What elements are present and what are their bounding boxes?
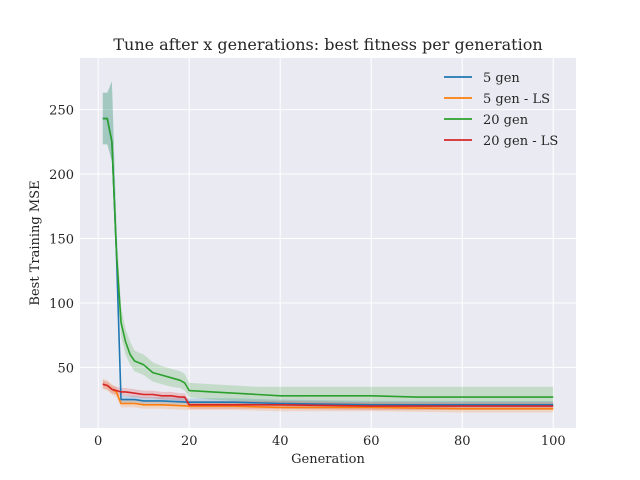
chart-title: Tune after x generations: best fitness p… — [113, 35, 542, 54]
series-line-2 — [102, 117, 554, 398]
legend: 5 gen 5 gen - LS 20 gen 20 gen - LS — [444, 71, 558, 149]
legend-label: 20 gen - LS — [483, 134, 558, 149]
legend-label: 5 gen — [483, 71, 520, 86]
legend-label: 5 gen - LS — [483, 92, 550, 107]
x-axis-label: Generation — [291, 452, 365, 467]
y-axis-ticks: 50 100 150 200 250 — [49, 104, 74, 377]
plot-area — [80, 58, 576, 428]
x-axis-ticks: 0 20 40 60 80 100 — [94, 434, 566, 449]
x-tick-label: 0 — [94, 434, 102, 449]
x-tick-label: 40 — [272, 434, 289, 449]
legend-label: 20 gen — [483, 113, 529, 128]
y-tick-label: 250 — [49, 104, 74, 119]
y-axis-label: Best Training MSE — [28, 180, 43, 305]
y-tick-label: 50 — [57, 361, 74, 376]
y-tick-label: 150 — [49, 232, 74, 247]
y-tick-label: 200 — [49, 168, 74, 183]
series-line-3 — [102, 383, 554, 407]
confidence-band-2 — [102, 81, 554, 405]
series-lines — [102, 117, 554, 410]
x-tick-label: 60 — [363, 434, 380, 449]
x-tick-label: 80 — [454, 434, 471, 449]
x-tick-label: 100 — [541, 434, 566, 449]
y-tick-label: 100 — [49, 297, 74, 312]
gridlines — [80, 58, 576, 428]
x-tick-label: 20 — [181, 434, 198, 449]
